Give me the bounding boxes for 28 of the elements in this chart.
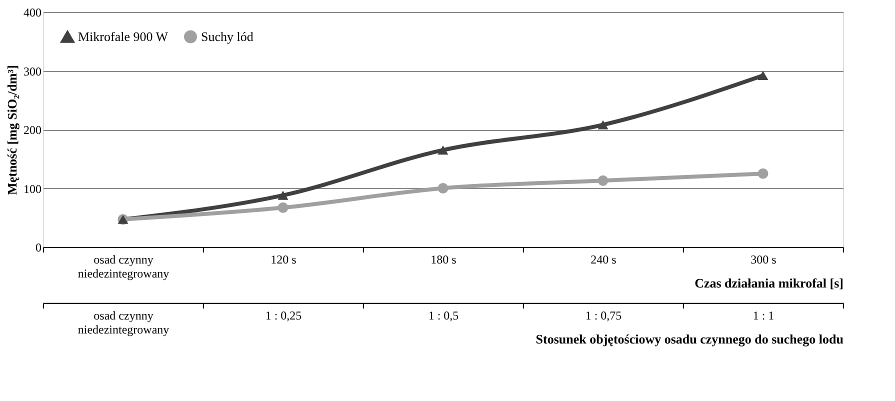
point [278, 190, 288, 200]
y-tick-label: 0 [36, 240, 42, 254]
text: 1 : 0,75 [585, 308, 622, 322]
point [758, 70, 768, 80]
y-tick-label: 400 [24, 6, 42, 20]
x-tick-label: 300 s [750, 252, 777, 266]
legend-label: Mikrofale 900 W [78, 29, 169, 44]
point [438, 146, 448, 155]
y-axis-title: Mętność [mg SiO₂/dm³] [4, 65, 20, 195]
x-tick-label: osad czynny niedezintegrowany [78, 252, 170, 280]
point [438, 183, 448, 194]
point [758, 168, 768, 179]
x-tick-label: 180 s [430, 252, 457, 266]
y-tick-label: 100 [24, 182, 42, 196]
y-tick-label: 200 [24, 123, 42, 137]
legend-label: Suchy lód [201, 28, 254, 44]
text: 1 : 0,25 [265, 308, 302, 322]
x-axis-title: Czas działania mikrofal [s] [694, 276, 844, 290]
x-tick-label: 240 s [590, 252, 617, 266]
point [278, 202, 288, 213]
point [598, 120, 608, 130]
point [598, 175, 608, 186]
x-tick-label: 120 s [270, 252, 297, 266]
y-tick-label: 300 [24, 64, 42, 78]
text: 1 : 0,5 [428, 308, 459, 322]
text: 1 : 1 [752, 308, 774, 322]
text: osad czynny niedezintegrowany [78, 308, 170, 336]
text: Stosunek objętościowy osadu czynnego do suchego lodu [536, 332, 844, 346]
